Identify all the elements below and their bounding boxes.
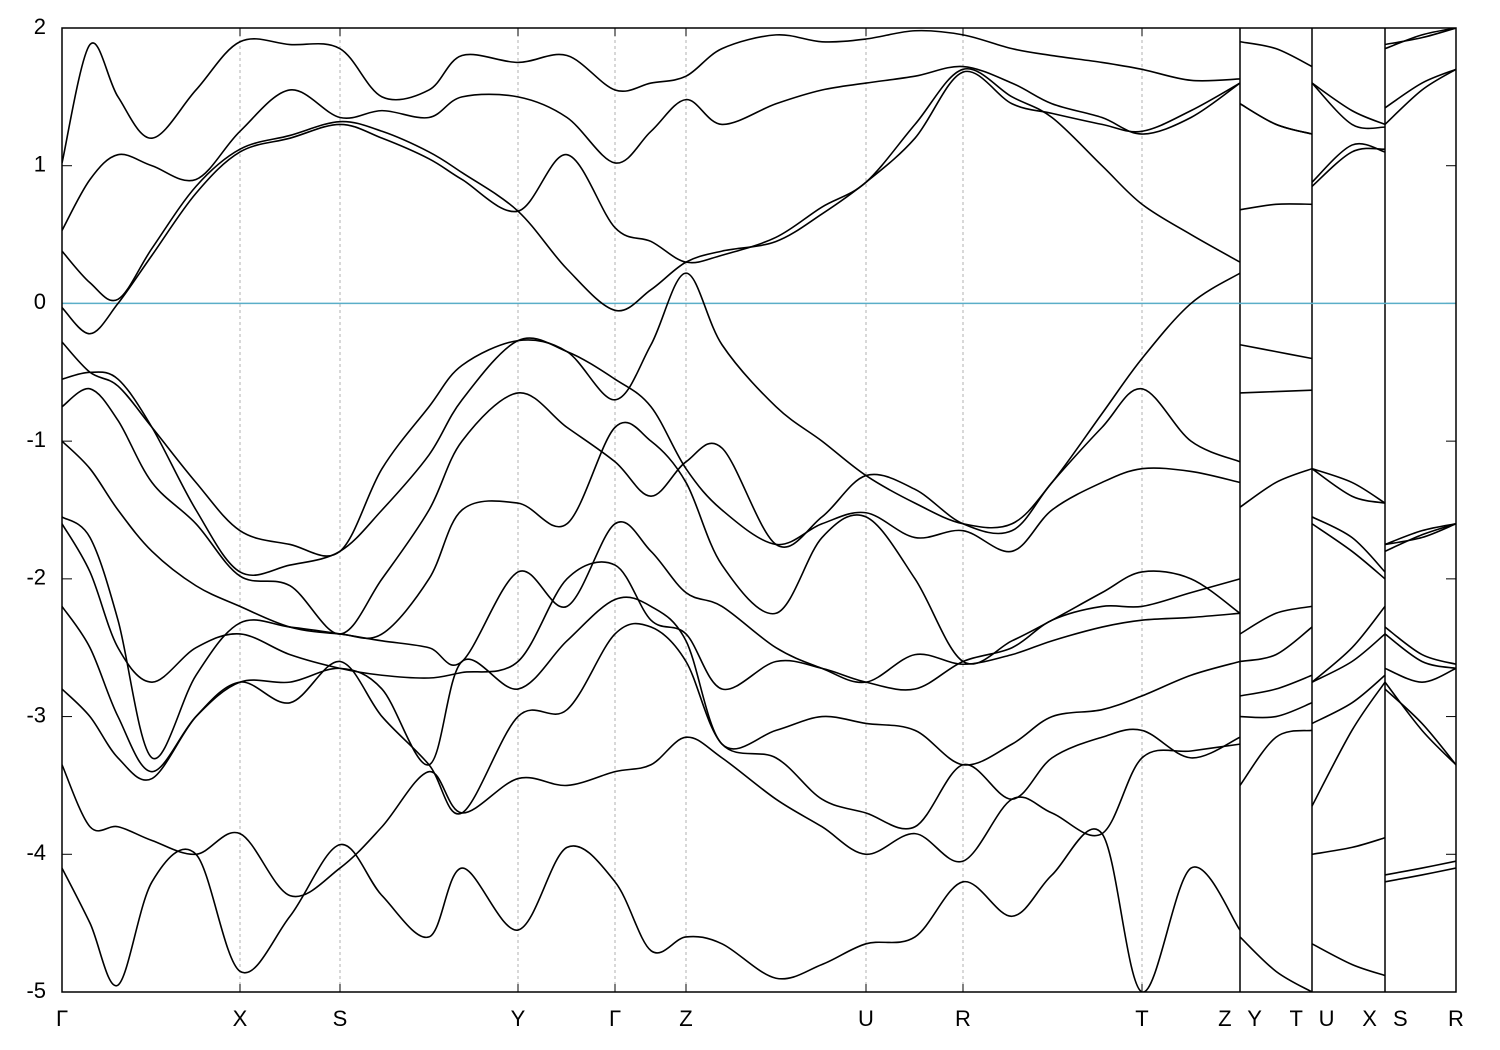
band-line (62, 337, 1456, 577)
x-tick-label: X (233, 1006, 248, 1031)
x-tick-label: R (1448, 1006, 1464, 1031)
x-tick-label: T (1135, 1006, 1148, 1031)
band-line (62, 28, 1456, 231)
y-tick-label: -1 (26, 427, 46, 452)
x-tick-label: Γ (56, 1006, 68, 1031)
band-line (62, 28, 1456, 164)
y-tick-label: 0 (34, 289, 46, 314)
y-tick-label: -3 (26, 702, 46, 727)
bands (62, 28, 1456, 992)
band-line (62, 421, 1456, 666)
band-line (62, 68, 1456, 335)
y-tick-label: -5 (26, 978, 46, 1003)
x-tick-label: Y (511, 1006, 526, 1031)
band-line (62, 387, 1456, 635)
x-tick-label: U (858, 1006, 874, 1031)
band-line (62, 828, 1456, 992)
y-tick-label: -4 (26, 840, 46, 865)
x-tick-label: R (955, 1006, 971, 1031)
band-line (62, 516, 1456, 760)
band-line (62, 622, 1456, 830)
x-tick-label: Z (679, 1006, 692, 1031)
x-tick-label: Γ (609, 1006, 621, 1031)
band-line (62, 523, 1456, 697)
x-tick-label: T U (1289, 1006, 1334, 1031)
band-line (62, 68, 1456, 312)
band-line (62, 736, 1456, 898)
y-tick-label: 2 (34, 14, 46, 39)
x-tick-label: S (333, 1006, 348, 1031)
x-tick-label: Z Y (1218, 1006, 1262, 1031)
x-tick-label: X S (1362, 1006, 1407, 1031)
y-tick-label: -2 (26, 565, 46, 590)
band-line (62, 272, 1456, 557)
band-line (62, 596, 1456, 773)
plot-frame (61, 27, 1457, 993)
y-tick-label: 1 (34, 152, 46, 177)
